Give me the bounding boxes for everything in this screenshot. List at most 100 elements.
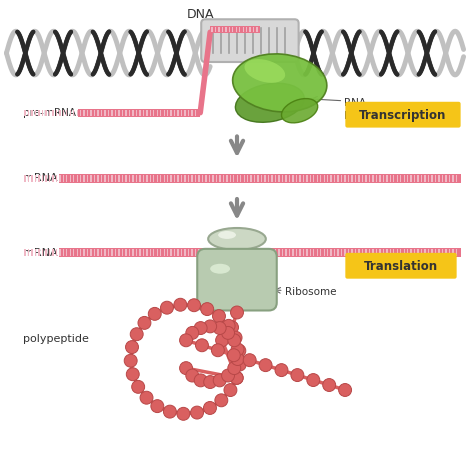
Bar [24,175,26,182]
Bar [195,175,196,182]
Bar [320,249,321,256]
Bar [254,175,255,182]
Bar [76,175,78,182]
Bar [243,27,244,32]
Bar [424,175,426,182]
Bar [104,249,106,256]
Bar [212,249,214,256]
Circle shape [213,374,226,387]
Bar [125,175,127,182]
Bar [222,27,223,32]
Bar [49,249,50,256]
Bar [334,249,335,256]
Bar [118,175,119,182]
Bar [289,175,290,182]
Bar [209,249,210,256]
Bar [150,110,151,116]
Circle shape [151,400,164,413]
Bar [456,249,457,256]
Bar [146,175,147,182]
Bar [317,249,318,256]
Bar [52,110,54,116]
Circle shape [140,391,153,404]
Text: DNA: DNA [186,8,214,21]
Bar [278,175,280,182]
Bar [129,249,130,256]
Circle shape [291,369,304,381]
Bar [229,249,231,256]
Bar [136,175,137,182]
Bar [442,249,443,256]
Circle shape [221,369,235,382]
Bar [219,175,220,182]
Bar [226,175,228,182]
Ellipse shape [210,264,230,274]
Bar [282,175,283,182]
Bar [24,110,26,116]
Bar [256,27,258,32]
Bar [442,175,443,182]
Text: RNA
polymerase: RNA polymerase [344,98,406,120]
Bar [125,249,127,256]
Circle shape [221,327,235,339]
Bar [198,249,200,256]
Bar [403,249,405,256]
Bar [108,175,109,182]
Bar [397,249,398,256]
Bar [390,249,391,256]
Bar [379,175,381,182]
Bar [211,27,213,32]
Bar [87,249,88,256]
Circle shape [307,374,320,386]
Bar [226,249,228,256]
Bar [244,175,245,182]
Bar [59,175,61,182]
Bar [345,175,346,182]
Bar [164,175,165,182]
Bar [184,249,186,256]
Bar [87,110,88,116]
Bar [362,249,363,256]
Bar [330,249,332,256]
Circle shape [231,352,244,366]
Bar [351,249,353,256]
Ellipse shape [282,99,318,123]
Bar [324,175,325,182]
Bar [268,175,269,182]
Bar [66,249,67,256]
Text: polypeptide: polypeptide [23,334,89,344]
Bar [28,110,29,116]
Bar [383,175,384,182]
Text: Translation: Translation [364,260,438,273]
Bar [351,175,353,182]
Bar [45,110,46,116]
Bar [188,110,189,116]
Bar [233,175,235,182]
Bar [195,249,196,256]
Bar [111,175,113,182]
Circle shape [211,344,224,357]
Bar [264,175,266,182]
Bar [132,110,134,116]
Bar [212,175,214,182]
Bar [410,175,412,182]
Bar [225,27,227,32]
Bar [153,249,155,256]
Bar [101,175,102,182]
Bar [146,110,147,116]
Bar [70,175,71,182]
Bar [143,110,144,116]
Bar [115,175,116,182]
Circle shape [161,301,173,314]
Circle shape [228,349,240,361]
Bar [63,249,64,256]
Bar [177,175,179,182]
Bar [445,175,447,182]
Bar [254,249,255,256]
Bar [188,249,189,256]
Circle shape [230,371,243,384]
Bar [223,175,224,182]
Bar [250,249,252,256]
Bar [205,175,207,182]
Circle shape [126,368,139,381]
